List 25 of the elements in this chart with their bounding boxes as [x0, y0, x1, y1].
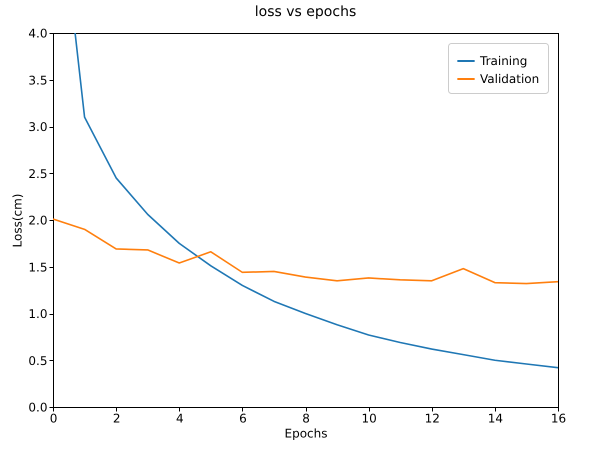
chart-title: loss vs epochs — [254, 4, 356, 20]
x-tick-label: 14 — [488, 412, 504, 426]
y-axis-title: Loss(cm) — [10, 194, 24, 248]
x-tick-label: 16 — [550, 412, 566, 426]
x-tick-label: 0 — [50, 412, 58, 426]
legend-label: Validation — [480, 72, 540, 86]
y-tick-label: 3.5 — [28, 73, 48, 88]
line-series — [53, 218, 558, 284]
x-tick-label: 12 — [424, 412, 440, 426]
x-tick-label: 2 — [112, 412, 120, 426]
x-tick-label: 8 — [302, 412, 310, 426]
y-tick-label: 1.0 — [28, 307, 48, 321]
y-tick-label: 3.0 — [28, 120, 48, 134]
y-tick-label: 0.5 — [28, 354, 48, 368]
line-series — [74, 33, 558, 369]
x-tick-label: 10 — [361, 412, 377, 426]
x-tick-label: 4 — [176, 412, 184, 426]
y-tick-label: 4.0 — [28, 26, 48, 40]
x-tick-label: 6 — [239, 412, 247, 426]
legend-label: Training — [479, 54, 528, 68]
x-axis-title: Epochs — [284, 426, 328, 440]
y-tick-label: 2.0 — [28, 214, 48, 228]
y-tick-label: 1.5 — [28, 260, 48, 274]
y-tick-label: 2.5 — [28, 166, 48, 181]
y-tick-label: 0.0 — [28, 400, 48, 414]
